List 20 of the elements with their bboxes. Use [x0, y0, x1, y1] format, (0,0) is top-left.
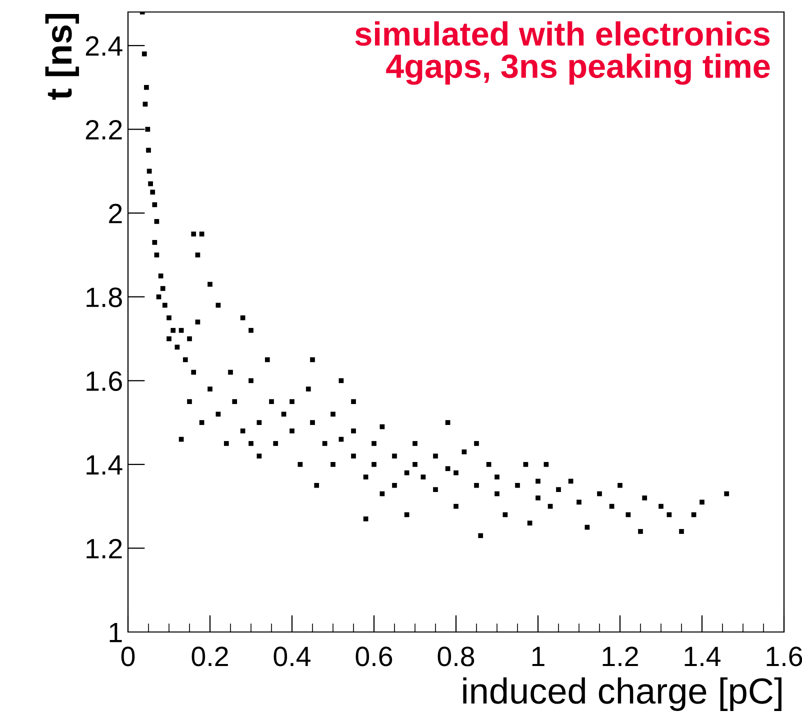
x-tick-label: 0	[121, 646, 135, 666]
y-tick-label: 1.4	[86, 455, 122, 474]
x-tick-label: 0.4	[274, 646, 310, 666]
y-tick-label: 2.2	[86, 120, 122, 140]
x-tick-label: 1.4	[684, 646, 720, 666]
y-tick-label: 1.2	[86, 538, 122, 558]
y-tick-label: 1	[110, 622, 122, 642]
x-tick-label: 0.2	[192, 646, 228, 666]
y-tick-label: 2	[109, 204, 122, 224]
x-tick-label: 0.6	[356, 646, 392, 666]
x-tick-label: 1.6	[766, 646, 802, 666]
y-tick-label: 1.8	[86, 288, 122, 308]
y-tick-label: 2.4	[86, 36, 122, 56]
annotation: simulated with electronics 4gaps, 3ns peaking time	[355, 21, 770, 85]
x-tick-label: 1.2	[602, 646, 638, 666]
y-axis-title: t [ns]	[45, 14, 79, 100]
x-tick-label: 1	[532, 646, 544, 666]
x-axis-title: induced charge [pC]	[463, 677, 782, 711]
x-tick-label: 0.8	[438, 646, 474, 666]
y-tick-label: 1.6	[86, 371, 122, 391]
